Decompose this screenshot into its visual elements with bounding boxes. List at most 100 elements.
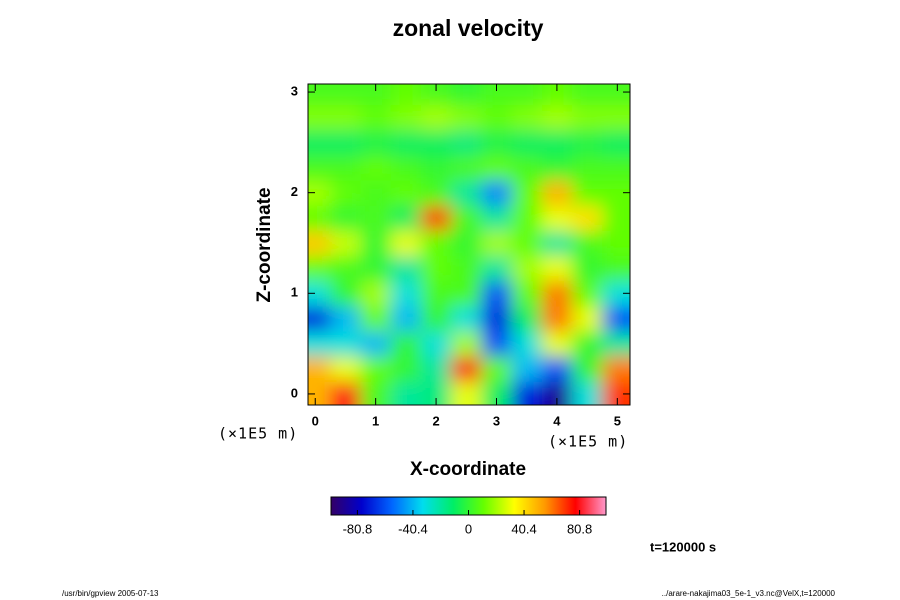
- cell: [360, 104, 392, 131]
- cell: [451, 305, 482, 332]
- colorbar-tick-label: -40.4: [398, 521, 428, 536]
- cell: [481, 180, 513, 206]
- cell: [541, 305, 573, 332]
- cell: [330, 180, 362, 206]
- cell: [330, 230, 362, 257]
- cell: [308, 305, 331, 332]
- cell: [602, 230, 630, 257]
- cell: [420, 180, 452, 206]
- cell: [511, 84, 543, 106]
- cell: [541, 381, 573, 405]
- cell: [572, 381, 603, 405]
- cell: [481, 255, 513, 282]
- cell: [511, 104, 543, 131]
- cell: [511, 255, 543, 282]
- cell: [541, 230, 573, 257]
- cell: [602, 180, 630, 206]
- cell: [572, 255, 603, 282]
- cell: [330, 104, 362, 131]
- cell: [602, 356, 630, 382]
- cell: [572, 305, 603, 332]
- cell: [602, 331, 630, 357]
- cell: [308, 280, 331, 307]
- x-tick-label: 0: [312, 413, 319, 428]
- plot-area: [308, 84, 630, 405]
- cell: [451, 230, 482, 257]
- cell: [330, 356, 362, 382]
- cell: [330, 255, 362, 282]
- cell: [541, 154, 573, 181]
- cell: [511, 154, 543, 181]
- cell: [360, 129, 392, 156]
- cell: [572, 356, 603, 382]
- cell: [390, 356, 422, 382]
- cell: [420, 356, 452, 382]
- cell: [481, 331, 513, 357]
- cell: [360, 356, 392, 382]
- colorbar-tick-label: 80.8: [567, 521, 592, 536]
- cell: [420, 331, 452, 357]
- cell: [541, 104, 573, 131]
- cell: [360, 154, 392, 181]
- cell: [360, 180, 392, 206]
- cell: [541, 280, 573, 307]
- cell: [511, 305, 543, 332]
- annotation: t=120000 s: [650, 539, 716, 554]
- x-tick-label: 3: [493, 413, 500, 428]
- cell: [602, 255, 630, 282]
- cell: [511, 331, 543, 357]
- cell: [572, 331, 603, 357]
- cell: [420, 255, 452, 282]
- x-tick-label: 4: [553, 413, 561, 428]
- cell: [481, 154, 513, 181]
- cell: [451, 104, 482, 131]
- chart-title: zonal velocity: [393, 15, 544, 41]
- cell: [390, 154, 422, 181]
- cell: [390, 180, 422, 206]
- cell: [308, 230, 331, 257]
- cell: [308, 154, 331, 181]
- x-tick-label: 5: [614, 413, 621, 428]
- cell: [481, 230, 513, 257]
- cell: [602, 280, 630, 307]
- cell: [360, 230, 392, 257]
- cell: [360, 84, 392, 106]
- cell: [511, 205, 543, 231]
- footer-right: ../arare-nakajima03_5e-1_v3.nc@VelX,t=12…: [662, 589, 836, 598]
- cell: [330, 331, 362, 357]
- cell: [541, 255, 573, 282]
- y-axis-unit: (×1E5 m): [218, 425, 298, 443]
- cell: [330, 305, 362, 332]
- cell: [308, 331, 331, 357]
- cell: [308, 104, 331, 131]
- cell: [451, 255, 482, 282]
- cell: [481, 129, 513, 156]
- cell: [602, 205, 630, 231]
- colorbar-tick-label: -80.8: [343, 521, 373, 536]
- cell: [511, 280, 543, 307]
- cell: [481, 356, 513, 382]
- cell: [572, 205, 603, 231]
- cell: [481, 84, 513, 106]
- cell: [308, 381, 331, 405]
- cell: [390, 280, 422, 307]
- cell: [451, 381, 482, 405]
- cell: [420, 305, 452, 332]
- cell: [360, 205, 392, 231]
- cell: [602, 129, 630, 156]
- cell: [541, 205, 573, 231]
- x-axis-label: X-coordinate: [410, 459, 526, 480]
- cell: [330, 129, 362, 156]
- x-tick-label: 2: [432, 413, 439, 428]
- plot-frame: [307, 83, 631, 406]
- y-tick-label: 3: [291, 83, 298, 98]
- cell: [541, 129, 573, 156]
- cell: [308, 180, 331, 206]
- cell: [390, 104, 422, 131]
- cell: [451, 180, 482, 206]
- cell: [390, 129, 422, 156]
- x-tick-label: 1: [372, 413, 379, 428]
- cell: [481, 104, 513, 131]
- cell: [360, 280, 392, 307]
